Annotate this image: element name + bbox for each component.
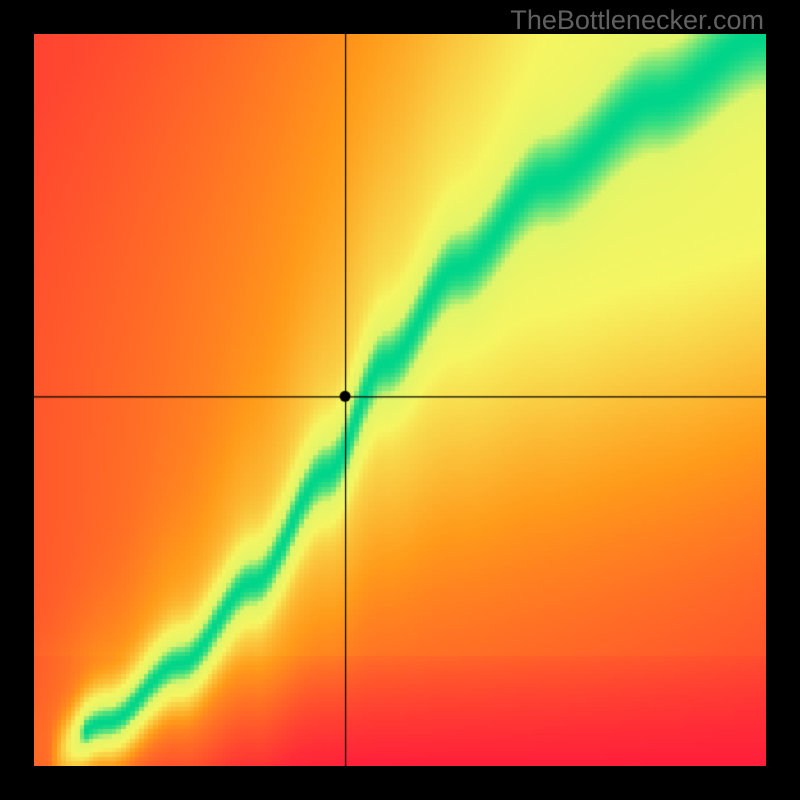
bottleneck-heatmap: [34, 34, 766, 766]
watermark-text: TheBottlenecker.com: [510, 5, 764, 36]
chart-container: TheBottlenecker.com: [0, 0, 800, 800]
